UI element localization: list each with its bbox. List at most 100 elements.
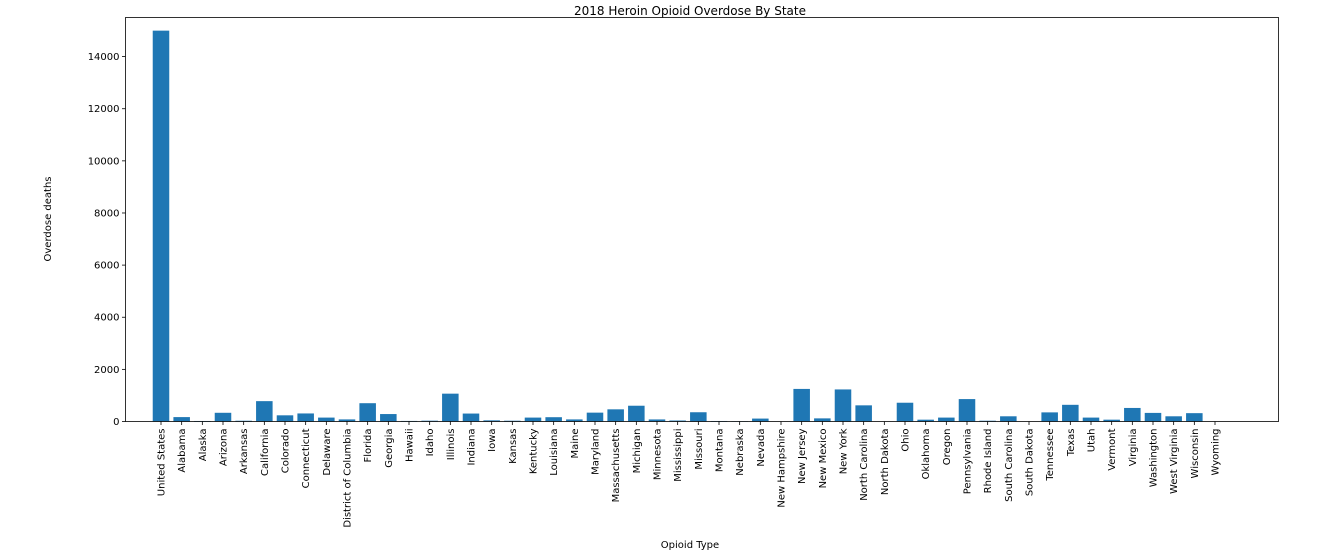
y-axis-label: Overdose deaths <box>43 177 54 262</box>
bar <box>669 420 686 422</box>
x-tick-label: South Dakota <box>1025 429 1036 497</box>
x-tick-label: Indiana <box>467 429 478 466</box>
bar <box>938 417 955 422</box>
plot-frame <box>125 17 1279 422</box>
bar <box>1124 407 1141 422</box>
y-tick-label: 4000 <box>94 313 119 324</box>
x-tick-label: Hawaii <box>405 429 416 463</box>
bar <box>1165 416 1182 422</box>
x-tick-label: Alabama <box>177 429 188 473</box>
x-tick-label: New Mexico <box>818 429 829 489</box>
x-tick-label: New Hampshire <box>777 429 788 508</box>
x-tick-label: Missouri <box>694 429 705 470</box>
bar <box>318 417 335 422</box>
x-tick-label: Montana <box>715 429 726 473</box>
x-tick-label: Florida <box>363 429 374 463</box>
bar <box>566 419 583 422</box>
x-tick-label: Texas <box>1066 429 1077 458</box>
y-tick-label: 2000 <box>94 365 119 376</box>
x-tick-label: Rhode Island <box>983 429 994 494</box>
x-tick-label: Washington <box>1149 429 1160 488</box>
x-tick-label: Kansas <box>508 429 519 464</box>
x-tick-label: Nevada <box>756 429 767 467</box>
x-tick-label: Wisconsin <box>1190 429 1201 479</box>
bar <box>442 393 459 422</box>
x-tick-label: Georgia <box>384 429 395 468</box>
x-tick-label: Oregon <box>942 429 953 466</box>
x-tick-label: South Carolina <box>1004 429 1015 502</box>
x-tick-label: Idaho <box>425 429 436 457</box>
bar <box>586 412 604 422</box>
x-tick-label: Maryland <box>591 429 602 475</box>
bar <box>834 389 852 422</box>
bar <box>297 413 314 422</box>
bar <box>855 405 872 422</box>
x-tick-label: Utah <box>1087 429 1098 453</box>
x-tick-label: Iowa <box>487 429 498 452</box>
x-tick-label: Arizona <box>219 429 230 467</box>
x-tick-label: District of Columbia <box>343 429 354 528</box>
x-tick-label: United States <box>157 429 168 497</box>
bar <box>338 419 356 422</box>
x-tick-label: Wyoming <box>1211 429 1222 476</box>
x-tick-label: Arkansas <box>239 429 250 475</box>
y-tick-label: 8000 <box>94 208 119 219</box>
bar <box>1062 404 1079 422</box>
bar <box>214 412 232 422</box>
bar <box>524 417 542 422</box>
y-tick-label: 6000 <box>94 261 119 272</box>
y-tick-label: 10000 <box>88 156 120 167</box>
x-tick-label: New York <box>839 428 850 474</box>
bar <box>462 413 480 422</box>
x-tick-label: New Jersey <box>797 428 808 484</box>
x-tick-label: California <box>260 429 271 477</box>
bar <box>421 420 438 422</box>
y-tick-label: 0 <box>113 417 119 428</box>
bar <box>173 417 190 422</box>
bar <box>1144 412 1162 422</box>
x-tick-label: Connecticut <box>301 428 312 488</box>
y-tick-label: 14000 <box>88 52 120 63</box>
x-tick-label: North Dakota <box>880 429 891 496</box>
bar <box>814 418 831 422</box>
x-tick-label: Tennessee <box>1045 429 1056 482</box>
bar <box>793 388 810 422</box>
x-tick-label: Michigan <box>632 429 643 474</box>
x-tick-label: Nebraska <box>735 429 746 476</box>
x-tick-label: Colorado <box>281 429 292 474</box>
bar <box>917 419 934 422</box>
bar <box>359 403 376 422</box>
x-tick-label: Illinois <box>446 429 457 461</box>
x-tick-label: Louisiana <box>549 429 560 476</box>
y-axis: 0 2000 4000 6000 8000 10000 12000 14000 <box>88 52 126 428</box>
chart-title: 2018 Heroin Opioid Overdose By State <box>574 4 806 18</box>
bar <box>648 419 666 422</box>
bar <box>628 405 645 422</box>
x-tick-label: Oklahoma <box>921 429 932 480</box>
bar <box>276 415 294 422</box>
x-axis: United States Alabama Alaska Arizona Arkansa… <box>157 421 1222 528</box>
x-tick-label: West Virginia <box>1169 429 1180 494</box>
x-tick-label: Minnesota <box>653 429 664 481</box>
bars-layer <box>152 30 1203 422</box>
bar <box>152 30 170 422</box>
x-tick-label: Mississippi <box>673 429 684 482</box>
x-tick-label: Alaska <box>198 429 209 462</box>
bar <box>256 401 273 422</box>
x-tick-label: Virginia <box>1128 429 1139 467</box>
x-tick-label: Ohio <box>901 429 912 452</box>
x-tick-label: Maine <box>570 429 581 459</box>
bar <box>1103 419 1120 422</box>
bar <box>752 418 769 422</box>
bar <box>896 402 914 422</box>
x-axis-label: Opioid Type <box>661 540 719 551</box>
x-tick-label: Massachusetts <box>611 429 622 503</box>
x-tick-label: Delaware <box>322 429 333 476</box>
bar <box>1000 416 1017 422</box>
bar <box>690 412 707 422</box>
bar <box>1186 413 1203 422</box>
x-tick-label: Vermont <box>1107 428 1118 470</box>
y-tick-label: 12000 <box>88 104 120 115</box>
bar <box>958 399 976 422</box>
